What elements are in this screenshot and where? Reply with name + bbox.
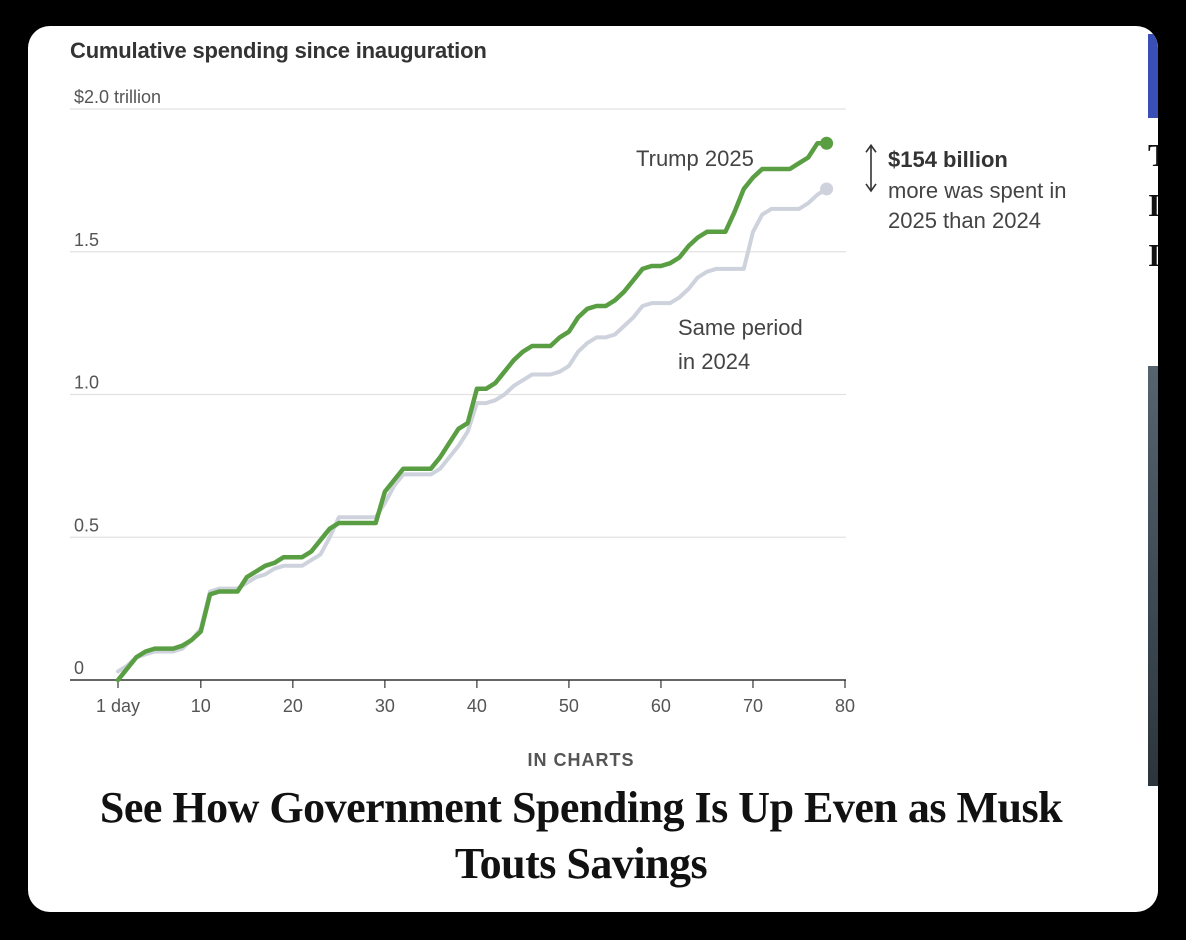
y-tick-label: 0 [74,658,84,678]
next-card-text-3: I [1148,238,1158,272]
x-tick-label: 50 [559,696,579,716]
series-2024-endpoint [820,182,834,196]
series-label-2024-line1: Same period [678,315,803,340]
x-tick-label: 30 [375,696,395,716]
difference-note-line: more was spent in [888,178,1067,203]
difference-amount: $154 billion [888,147,1008,172]
next-card-banner [1148,34,1158,118]
series-label-2024-line2: in 2024 [678,349,750,374]
difference-arrow-up [865,143,877,153]
x-tick-label: 60 [651,696,671,716]
y-tick-label: 1.5 [74,230,99,250]
x-tick-label: 1 day [96,696,140,716]
x-tick-label: 70 [743,696,763,716]
article-headline[interactable]: See How Government Spending Is Up Even a… [99,783,1063,888]
difference-note-line: 2025 than 2024 [888,208,1041,233]
series-2025-line [115,141,829,683]
difference-arrow-down [865,183,877,193]
chart-title: Cumulative spending since inauguration [70,38,487,63]
x-tick-label: 20 [283,696,303,716]
article-kicker: IN CHARTS [527,750,635,770]
cumulative-spending-chart: 0 0.5 1.0 1.5 $2.0 trillion 1 day 10 20 30 40 50 60… [70,87,1067,716]
series-2025-endpoint [820,136,834,150]
next-card-photo [1148,366,1158,786]
y-tick-label: 0.5 [74,515,99,535]
series-label-2025: Trump 2025 [636,146,754,171]
next-card-peek[interactable]: T I I [1148,26,1158,912]
x-tick-label: 80 [835,696,855,716]
next-card-text-2: I [1148,188,1158,222]
x-tick-label: 40 [467,696,487,716]
next-card-text-1: T [1148,138,1158,172]
article-card[interactable]: Cumulative spending since inauguration 0… [28,26,1158,912]
series-2024-line [116,186,829,674]
y-tick-label: 1.0 [74,373,99,393]
y-tick-label: $2.0 trillion [74,87,161,107]
x-tick-label: 10 [191,696,211,716]
